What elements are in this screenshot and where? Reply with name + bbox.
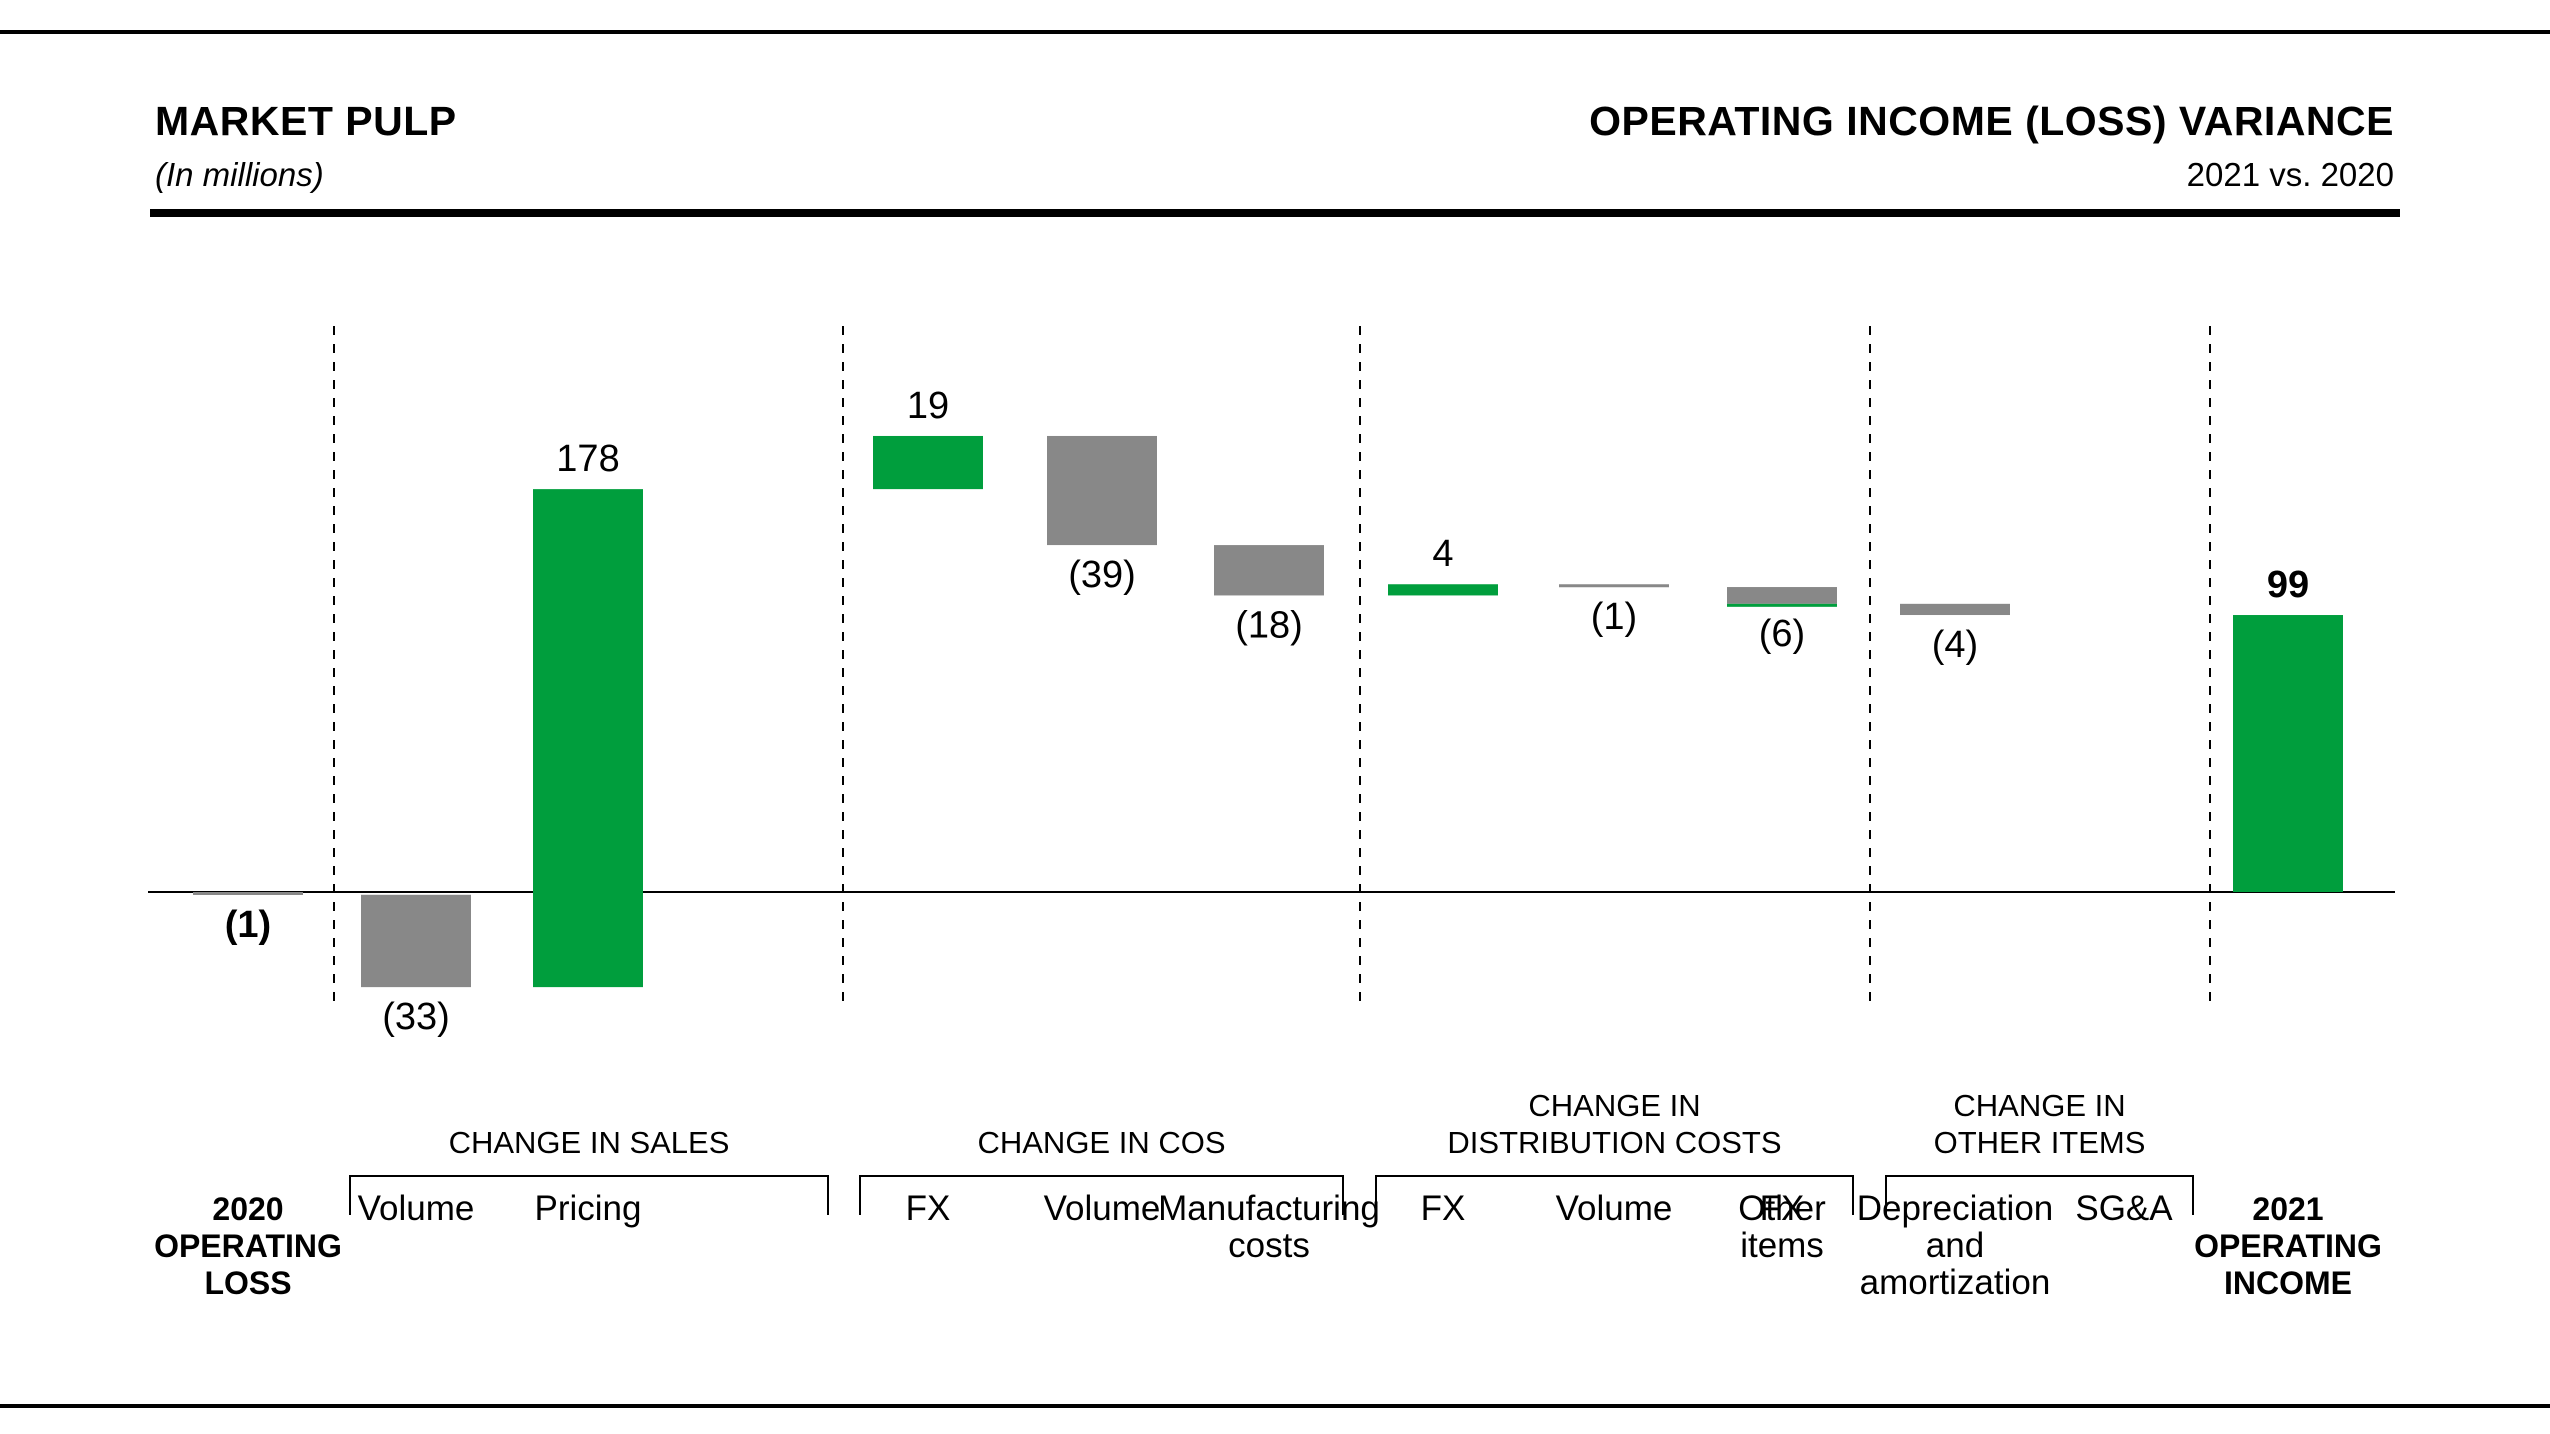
data-label: (1) — [225, 904, 271, 946]
category-label: Depreciation — [1857, 1189, 2054, 1228]
category-label: Volume — [1044, 1189, 1161, 1228]
data-label: (1) — [1591, 596, 1637, 638]
header-divider — [150, 209, 2400, 217]
category-label: FX — [1421, 1189, 1466, 1228]
waterfall-bar — [873, 435, 983, 490]
category-label: FX — [906, 1189, 951, 1228]
category-label: FX — [1760, 1189, 1805, 1228]
group-bracket — [859, 1175, 1344, 1215]
category-label: Volume — [1556, 1189, 1673, 1228]
waterfall-bar — [1727, 603, 1837, 607]
group-bracket — [1885, 1175, 2194, 1215]
group-bracket — [349, 1175, 829, 1215]
category-label: amortization — [1860, 1263, 2051, 1302]
category-label: 2020 — [212, 1191, 283, 1227]
waterfall-bar — [1900, 603, 2010, 616]
category-label: INCOME — [2224, 1265, 2352, 1301]
waterfall-bar — [1559, 584, 1669, 588]
category-label: and — [1926, 1226, 1984, 1265]
waterfall-bar — [1727, 587, 1837, 604]
group-title: CHANGE IN COS — [977, 1125, 1225, 1160]
waterfall-bar — [1214, 545, 1324, 596]
waterfall-bar — [361, 894, 471, 988]
period-label: 2021 vs. 2020 — [2186, 156, 2394, 193]
category-label: LOSS — [204, 1265, 291, 1301]
category-label: Volume — [358, 1189, 475, 1228]
category-label: OPERATING — [154, 1228, 342, 1264]
data-label: (33) — [382, 996, 450, 1038]
category-label: OPERATING — [2194, 1228, 2382, 1264]
waterfall-bar — [193, 892, 303, 895]
data-label: (6) — [1759, 613, 1805, 655]
data-label: 19 — [907, 385, 949, 427]
group-title: CHANGE IN — [1528, 1088, 1700, 1123]
data-label: 178 — [556, 438, 619, 480]
category-label: items — [1740, 1226, 1824, 1265]
category-label: SG&A — [2075, 1189, 2173, 1228]
category-label: Other — [1738, 1189, 1826, 1228]
group-bracket — [1375, 1175, 1854, 1215]
waterfall-bar — [1388, 584, 1498, 596]
category-label: 2021 — [2252, 1191, 2323, 1227]
waterfall-bar — [2233, 615, 2343, 892]
data-label: (18) — [1235, 604, 1303, 646]
chart-subtitle: (In millions) — [155, 156, 324, 193]
waterfall-bar — [533, 489, 643, 988]
group-title: CHANGE IN SALES — [449, 1125, 730, 1160]
category-label: Manufacturing — [1158, 1189, 1380, 1228]
data-label: (4) — [1932, 624, 1978, 666]
group-title: DISTRIBUTION COSTS — [1447, 1125, 1781, 1160]
category-label: costs — [1228, 1226, 1310, 1265]
category-label: Pricing — [535, 1189, 642, 1228]
data-label: 99 — [2267, 564, 2309, 606]
group-title: OTHER ITEMS — [1934, 1125, 2146, 1160]
waterfall-bar — [1047, 435, 1157, 546]
top-border — [0, 30, 2550, 34]
bottom-border — [0, 1404, 2550, 1408]
group-title: CHANGE IN — [1953, 1088, 2125, 1123]
variance-title: OPERATING INCOME (LOSS) VARIANCE — [1589, 98, 2394, 144]
data-label: 4 — [1432, 533, 1453, 575]
chart-title: MARKET PULP — [155, 98, 457, 144]
data-label: (39) — [1068, 554, 1136, 596]
